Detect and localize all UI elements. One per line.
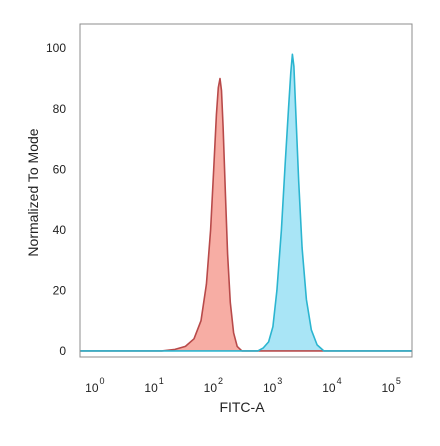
histogram-line-1 xyxy=(80,77,412,352)
x-tick-label: 105 xyxy=(381,376,400,395)
x-tick-label: 100 xyxy=(85,376,104,395)
x-tick-label: 102 xyxy=(204,376,223,395)
histogram-line-2 xyxy=(80,53,412,352)
y-tick-label: 0 xyxy=(59,344,66,358)
x-tick-label: 101 xyxy=(144,376,163,395)
y-axis-title: Normalized To Mode xyxy=(25,128,41,256)
histogram-fill-2 xyxy=(80,54,412,351)
y-tick-label: 40 xyxy=(53,223,67,237)
y-tick-label: 80 xyxy=(53,102,67,116)
y-tick-label: 20 xyxy=(53,283,67,297)
y-tick-label: 60 xyxy=(53,162,67,176)
x-axis-title: FITC-A xyxy=(219,399,265,415)
x-tick-label: 104 xyxy=(322,376,341,395)
plot-frame xyxy=(79,23,413,358)
histogram-fill-1 xyxy=(80,78,412,351)
y-tick-label: 100 xyxy=(46,41,66,55)
x-tick-label: 103 xyxy=(263,376,282,395)
